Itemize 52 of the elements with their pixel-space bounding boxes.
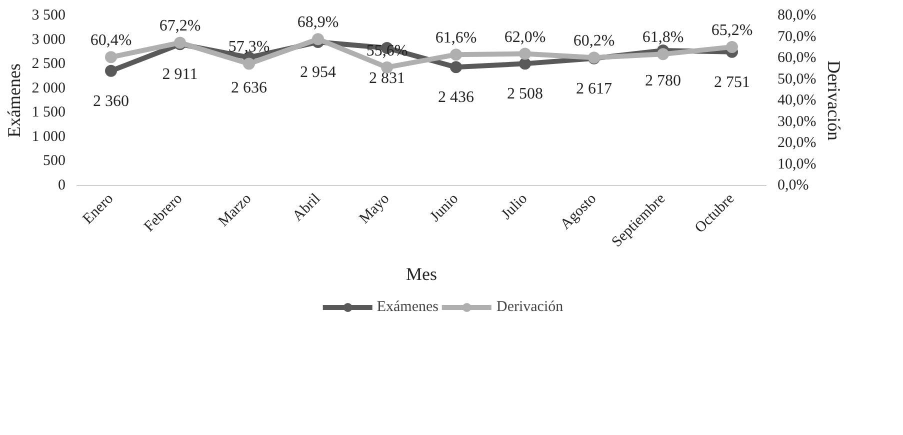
- data-label: 57,3%: [228, 38, 270, 56]
- data-label: 2 831: [369, 70, 405, 87]
- data-label: 2 911: [162, 66, 198, 84]
- y2-tick-label: 70,0%: [778, 28, 816, 45]
- data-label: 2 508: [507, 86, 543, 103]
- data-label: 2 436: [438, 89, 474, 106]
- data-label: 2 780: [645, 72, 681, 90]
- point: [243, 58, 255, 70]
- y2-axis-title: Derivación: [824, 60, 844, 140]
- y2-tick-label: 0,0%: [778, 178, 809, 194]
- legend-label: Derivación: [496, 298, 564, 316]
- data-label: 61,6%: [435, 30, 477, 47]
- y2-tick-label: 20,0%: [778, 135, 816, 151]
- point: [726, 40, 738, 53]
- data-label: 60,2%: [573, 32, 615, 50]
- y-axis-title: Exámenes: [4, 64, 24, 138]
- x-tick-label: Julio: [498, 190, 531, 223]
- point: [519, 48, 531, 60]
- y-tick-label: 1 500: [32, 104, 66, 121]
- point: [519, 58, 531, 70]
- y-tick-label: 3 000: [32, 32, 66, 48]
- y-tick-label: 2 500: [32, 56, 66, 72]
- data-label: 68,9%: [297, 14, 339, 32]
- y2-tick-label: 10,0%: [778, 156, 816, 172]
- point: [105, 64, 117, 77]
- legend-label: Exámenes: [376, 298, 438, 316]
- y-tick-label: 0: [58, 178, 66, 194]
- y2-tick-label: 40,0%: [778, 92, 816, 108]
- data-label: 2 954: [300, 64, 336, 82]
- data-label: 2 636: [231, 79, 267, 96]
- y2-tick-label: 60,0%: [778, 50, 816, 66]
- y-tick-label: 2 000: [32, 80, 66, 96]
- data-label: 67,2%: [159, 18, 201, 35]
- y2-tick-label: 30,0%: [778, 114, 816, 130]
- y-tick-label: 500: [43, 153, 66, 170]
- point: [312, 33, 324, 46]
- y2-tick-label: 80,0%: [778, 8, 816, 24]
- data-label: 61,8%: [642, 29, 684, 46]
- data-label: 2 751: [714, 74, 750, 91]
- point: [450, 48, 462, 61]
- y2-tick-label: 50,0%: [778, 71, 816, 88]
- data-label: 60,4%: [90, 32, 132, 50]
- y-tick-label: 1 000: [32, 128, 66, 145]
- x-axis-title: Mes: [406, 264, 437, 284]
- point: [657, 48, 669, 60]
- data-label: 62,0%: [504, 28, 546, 46]
- point: [450, 61, 462, 74]
- point: [105, 51, 117, 64]
- data-label: 65,2%: [711, 22, 753, 39]
- data-label: 2 360: [93, 92, 129, 110]
- y-tick-label: 3 500: [32, 8, 66, 24]
- data-label: 2 617: [576, 80, 612, 98]
